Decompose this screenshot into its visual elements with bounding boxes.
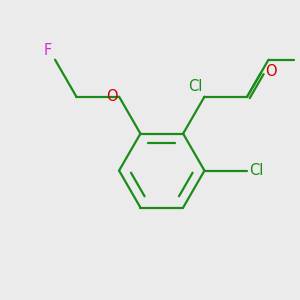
Text: F: F — [44, 43, 52, 58]
Text: Cl: Cl — [188, 79, 203, 94]
Text: Cl: Cl — [249, 163, 263, 178]
Text: O: O — [106, 89, 118, 104]
Text: O: O — [266, 64, 277, 79]
